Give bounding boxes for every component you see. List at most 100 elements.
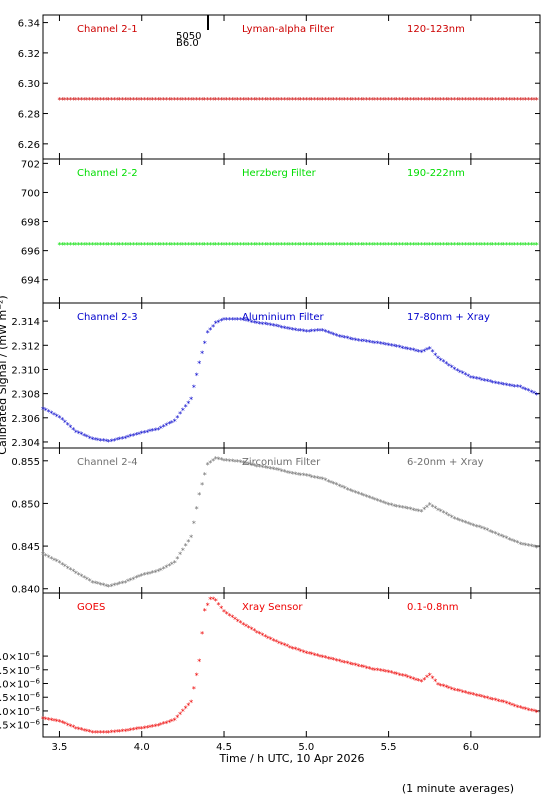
data-point: * bbox=[104, 729, 108, 738]
data-point: * bbox=[354, 241, 358, 250]
panel-frame bbox=[42, 14, 541, 160]
data-point: * bbox=[469, 241, 473, 250]
data-point: * bbox=[132, 241, 136, 250]
data-point: * bbox=[428, 96, 432, 105]
data-point: * bbox=[335, 96, 339, 105]
data-point: * bbox=[507, 536, 511, 545]
data-point: * bbox=[79, 241, 83, 250]
data-point: * bbox=[74, 96, 78, 105]
data-point: * bbox=[244, 317, 248, 326]
panel-channel-label: Channel 2-4 bbox=[77, 457, 138, 468]
data-point: * bbox=[315, 474, 319, 483]
data-point: * bbox=[359, 337, 363, 346]
data-point: * bbox=[367, 339, 371, 348]
data-point: * bbox=[496, 531, 500, 540]
data-point: * bbox=[55, 558, 59, 567]
data-point: * bbox=[197, 241, 201, 250]
data-point: * bbox=[496, 96, 500, 105]
data-point: * bbox=[332, 480, 336, 489]
data-point: * bbox=[389, 669, 393, 678]
data-point: * bbox=[258, 96, 262, 105]
data-point: * bbox=[447, 685, 451, 694]
data-point: * bbox=[173, 96, 177, 105]
data-point: * bbox=[222, 608, 226, 617]
data-point: * bbox=[269, 465, 273, 474]
panel-channel-label: Channel 2-1 bbox=[77, 24, 138, 35]
data-point: * bbox=[115, 728, 119, 737]
data-point: * bbox=[480, 693, 484, 702]
data-point: * bbox=[60, 561, 64, 570]
data-point: * bbox=[403, 345, 407, 354]
data-point: * bbox=[148, 570, 152, 579]
data-point: * bbox=[444, 684, 448, 693]
y-tick-label: 4.0×10−6 bbox=[0, 705, 41, 718]
data-point: * bbox=[129, 241, 133, 250]
data-point: * bbox=[79, 726, 83, 735]
data-point: * bbox=[458, 368, 462, 377]
data-point: * bbox=[58, 241, 62, 250]
data-point: * bbox=[346, 486, 350, 495]
data-point: * bbox=[121, 580, 125, 589]
data-point: * bbox=[88, 577, 92, 586]
data-point: * bbox=[346, 241, 350, 250]
data-point: * bbox=[381, 96, 385, 105]
data-point: * bbox=[387, 96, 391, 105]
data-point: * bbox=[433, 351, 437, 360]
data-point: * bbox=[494, 241, 498, 250]
x-tick-label: 3.5 bbox=[52, 742, 68, 753]
data-point: * bbox=[107, 583, 111, 592]
data-point: * bbox=[463, 519, 467, 528]
data-point: * bbox=[44, 552, 48, 561]
data-point: * bbox=[324, 241, 328, 250]
data-point: * bbox=[93, 241, 97, 250]
data-point: * bbox=[439, 96, 443, 105]
data-point: * bbox=[444, 96, 448, 105]
data-point: * bbox=[417, 241, 421, 250]
data-point: * bbox=[269, 322, 273, 331]
data-point: * bbox=[140, 96, 144, 105]
data-point: * bbox=[230, 458, 234, 467]
data-point: * bbox=[143, 241, 147, 250]
data-point: * bbox=[499, 532, 503, 541]
data-point: * bbox=[499, 381, 503, 390]
data-point: * bbox=[214, 241, 218, 250]
panel-frame bbox=[42, 158, 541, 304]
data-point: * bbox=[239, 459, 243, 468]
data-point: * bbox=[132, 575, 136, 584]
data-point: * bbox=[170, 241, 174, 250]
data-point: * bbox=[436, 96, 440, 105]
data-point: * bbox=[384, 241, 388, 250]
data-point: * bbox=[236, 96, 240, 105]
data-point: * bbox=[527, 706, 531, 715]
data-point: * bbox=[521, 705, 525, 714]
data-point: * bbox=[302, 648, 306, 657]
data-point: * bbox=[378, 667, 382, 676]
data-point: * bbox=[329, 656, 333, 665]
data-point: * bbox=[422, 506, 426, 515]
data-point: * bbox=[252, 96, 256, 105]
data-point: * bbox=[255, 463, 259, 472]
data-point: * bbox=[55, 718, 59, 727]
data-point: * bbox=[110, 96, 114, 105]
data-point: * bbox=[293, 96, 297, 105]
data-point: * bbox=[208, 326, 212, 335]
data-point: * bbox=[55, 412, 59, 421]
data-point: * bbox=[244, 460, 248, 469]
data-point: * bbox=[326, 241, 330, 250]
data-point: * bbox=[365, 96, 369, 105]
data-point: * bbox=[148, 723, 152, 732]
data-point: * bbox=[195, 241, 199, 250]
data-point: * bbox=[164, 96, 168, 105]
data-point: * bbox=[296, 647, 300, 656]
data-point: * bbox=[469, 374, 473, 383]
data-point: * bbox=[403, 241, 407, 250]
panel-channel-label: GOES bbox=[77, 602, 105, 613]
data-point: * bbox=[101, 437, 105, 446]
data-point: * bbox=[480, 376, 484, 385]
data-point: * bbox=[524, 241, 528, 250]
data-point: * bbox=[118, 241, 122, 250]
data-point: * bbox=[208, 596, 212, 605]
data-point: * bbox=[211, 241, 215, 250]
data-point: * bbox=[422, 347, 426, 356]
data-point: * bbox=[499, 96, 503, 105]
